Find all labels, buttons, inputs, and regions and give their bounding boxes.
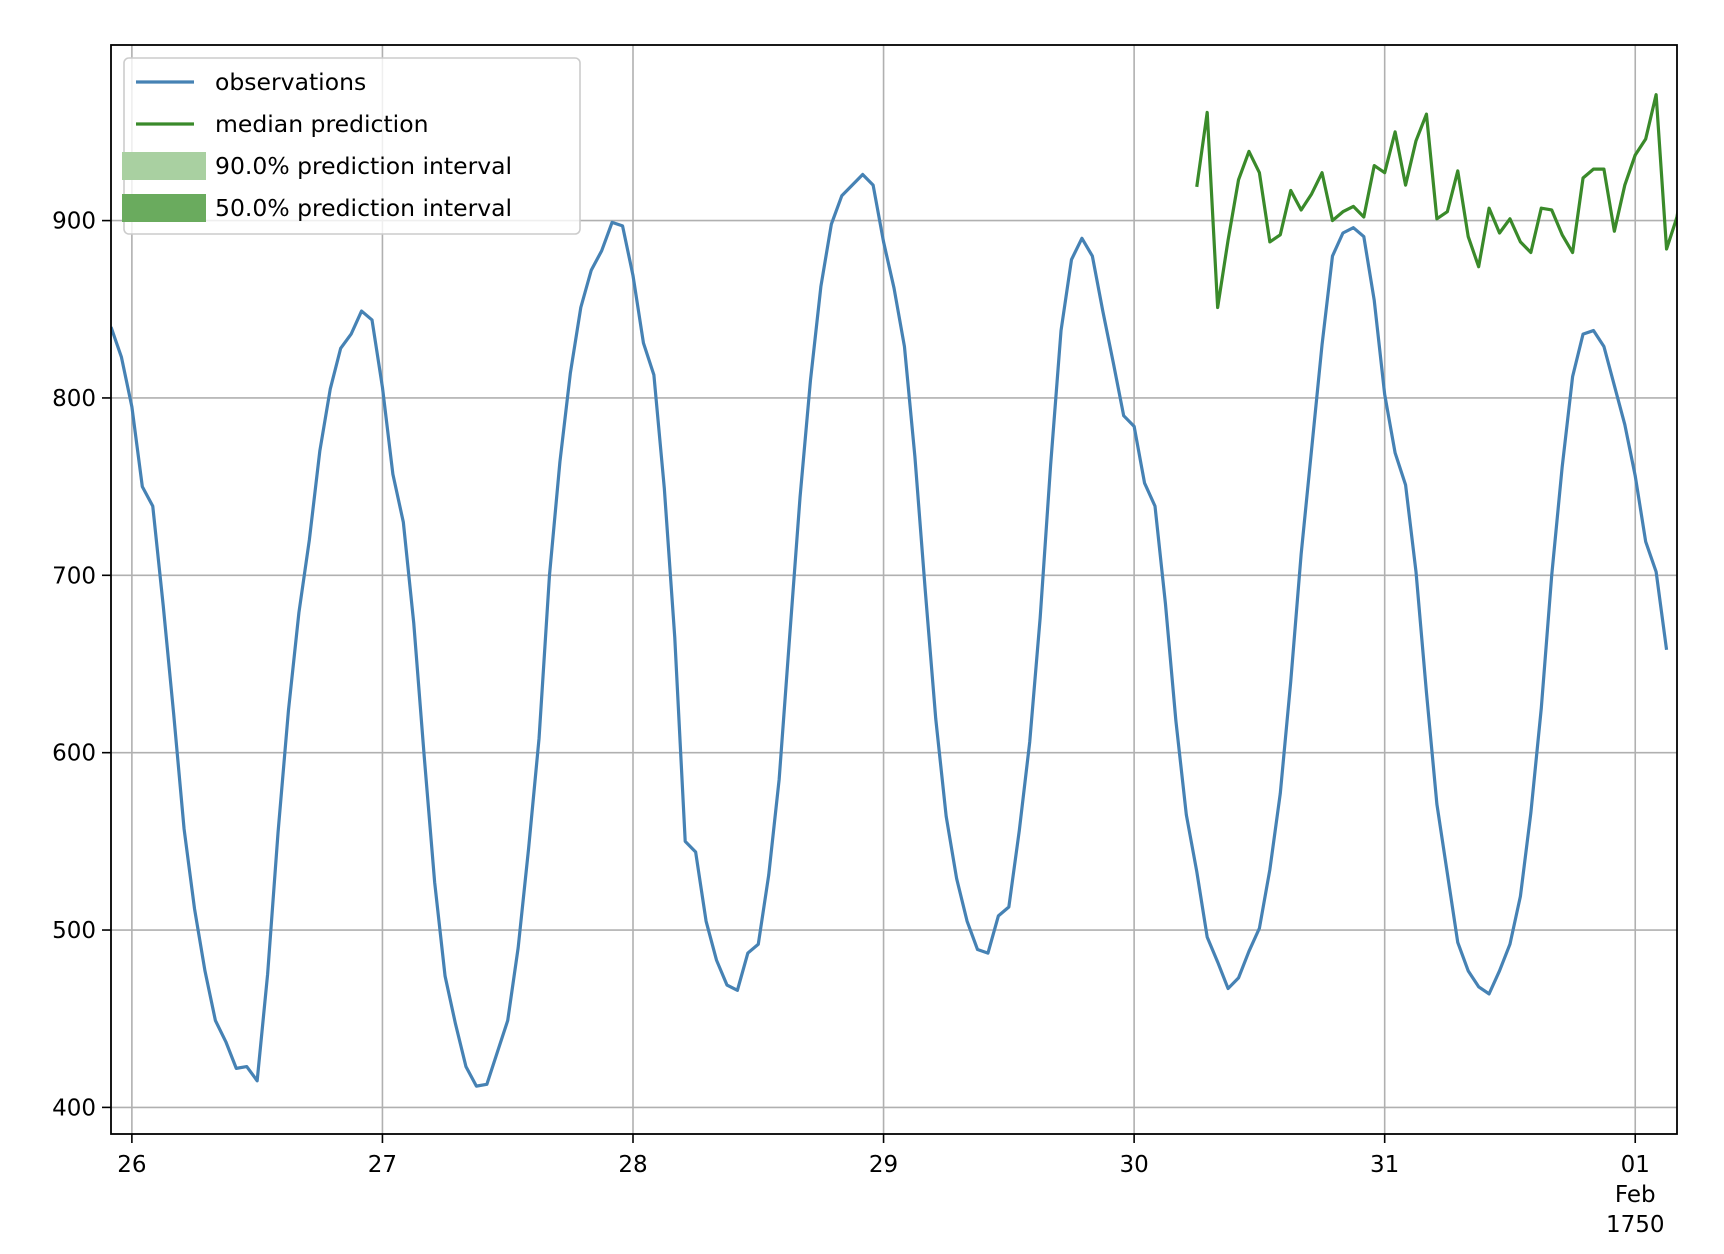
axes: 26 27 28 29 30 31 01 Feb 1750 400 500 600 700 800 900 — [52, 44, 1678, 1238]
x-tick-label: 27 — [368, 1152, 397, 1178]
legend-item-observations: observations — [136, 68, 366, 96]
median-prediction-line — [1195, 93, 1677, 310]
y-tick-label: 500 — [52, 918, 96, 944]
legend-label: median prediction — [215, 110, 428, 138]
y-tick-label: 800 — [52, 386, 96, 412]
y-tick-label: 400 — [52, 1095, 96, 1121]
legend: observations median prediction 90.0% predi… — [122, 57, 581, 235]
series-lines — [111, 93, 1677, 1088]
x-tick-label: 28 — [618, 1152, 647, 1178]
x-tick-label: 30 — [1119, 1152, 1148, 1178]
x-tick-label: 26 — [117, 1152, 146, 1178]
legend-item-90-interval: 90.0% prediction interval — [122, 152, 512, 180]
observations-line — [111, 172, 1669, 1088]
legend-label: observations — [215, 68, 366, 96]
legend-item-median-prediction: median prediction — [136, 110, 428, 138]
legend-item-50-interval: 50.0% prediction interval — [122, 194, 512, 222]
plot-frame — [110, 44, 1678, 1135]
x-tick-label: 01 Feb 1750 — [1606, 1152, 1665, 1238]
y-tick-label: 700 — [52, 563, 96, 589]
legend-swatch-band — [122, 152, 206, 180]
legend-box — [123, 57, 581, 235]
y-tick-label: 600 — [52, 741, 96, 767]
y-tick-label: 900 — [52, 209, 96, 235]
legend-label: 50.0% prediction interval — [215, 194, 512, 222]
x-tick-label: 31 — [1370, 1152, 1399, 1178]
legend-label: 90.0% prediction interval — [215, 152, 512, 180]
x-tick-label: 29 — [869, 1152, 898, 1178]
legend-swatch-band — [122, 194, 206, 222]
